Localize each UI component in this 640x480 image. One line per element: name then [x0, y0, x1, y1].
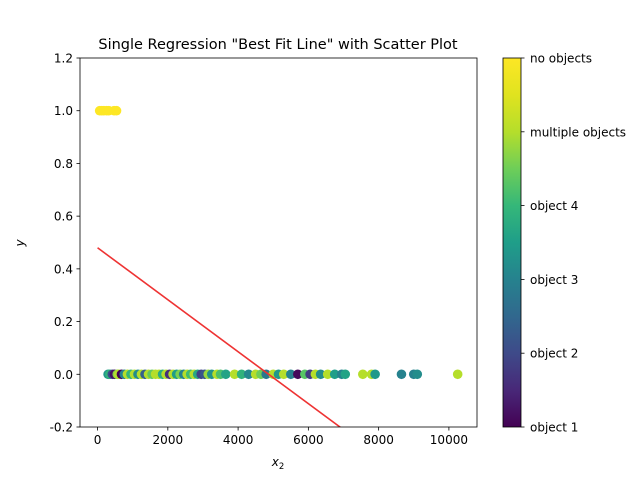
plot-frame	[79, 57, 478, 428]
y-tick-label: 0.8	[54, 157, 73, 171]
colorbar-tick-label: no objects	[530, 52, 592, 66]
scatter-point	[396, 369, 407, 380]
y-tick-label: 0.4	[54, 262, 73, 276]
colorbar-tick-label: object 2	[530, 347, 578, 361]
scatter-point	[322, 369, 333, 380]
scatter-point	[278, 369, 289, 380]
x-tick-label: 6000	[293, 433, 324, 447]
scatter-point	[452, 369, 463, 380]
colorbar-tick-label: object 1	[530, 421, 578, 435]
y-tick-label: 0.6	[54, 210, 73, 224]
y-tick-label: 0.0	[54, 368, 73, 382]
colorbar-tick-label: object 3	[530, 273, 578, 287]
colorbar-ticks: object 1 object 2 object 3 object 4 multiple…	[521, 52, 626, 435]
scatter-point	[236, 369, 247, 380]
x-tick-label: 4000	[223, 433, 254, 447]
scatter-point	[221, 369, 231, 380]
scatter-point	[412, 369, 423, 380]
scatter-point	[285, 369, 296, 380]
scatter-point	[340, 369, 351, 380]
x-axis-label-subscript: 2	[279, 462, 284, 472]
scatter-point	[229, 369, 240, 380]
chart-title: Single Regression "Best Fit Line" with S…	[98, 37, 458, 53]
scatter-point	[370, 369, 380, 380]
scatter-point	[293, 369, 303, 380]
plot-content	[94, 105, 463, 427]
x-tick-label: 10000	[430, 433, 468, 447]
x-axis-ticks: 0 2000 4000 6000 8000 10000	[94, 427, 468, 447]
y-tick-label: 0.2	[54, 315, 73, 329]
y-tick-label: 1.2	[54, 52, 73, 66]
colorbar-frame	[502, 57, 522, 428]
scatter-point	[315, 369, 326, 380]
x-axis-label: x2	[271, 455, 285, 472]
colorbar-tick-label: multiple objects	[530, 125, 626, 139]
scatter-point	[358, 369, 368, 380]
x-tick-label: 0	[94, 433, 102, 447]
scatter-point	[111, 105, 122, 116]
x-tick-label: 2000	[153, 433, 184, 447]
y-tick-label: -0.2	[50, 421, 73, 435]
y-axis-label: y	[13, 239, 27, 248]
y-axis-ticks: -0.2 0.0 0.2 0.4 0.6 0.8 1.0 1.2	[50, 52, 80, 435]
y-tick-label: 1.0	[54, 104, 73, 118]
scatter-point	[243, 369, 254, 380]
x-tick-label: 8000	[363, 433, 394, 447]
regression-line	[97, 247, 342, 427]
scatter-point	[261, 369, 272, 380]
colorbar-tick-label: object 4	[530, 199, 578, 213]
colorbar	[503, 58, 521, 427]
scatter-point	[329, 369, 340, 380]
